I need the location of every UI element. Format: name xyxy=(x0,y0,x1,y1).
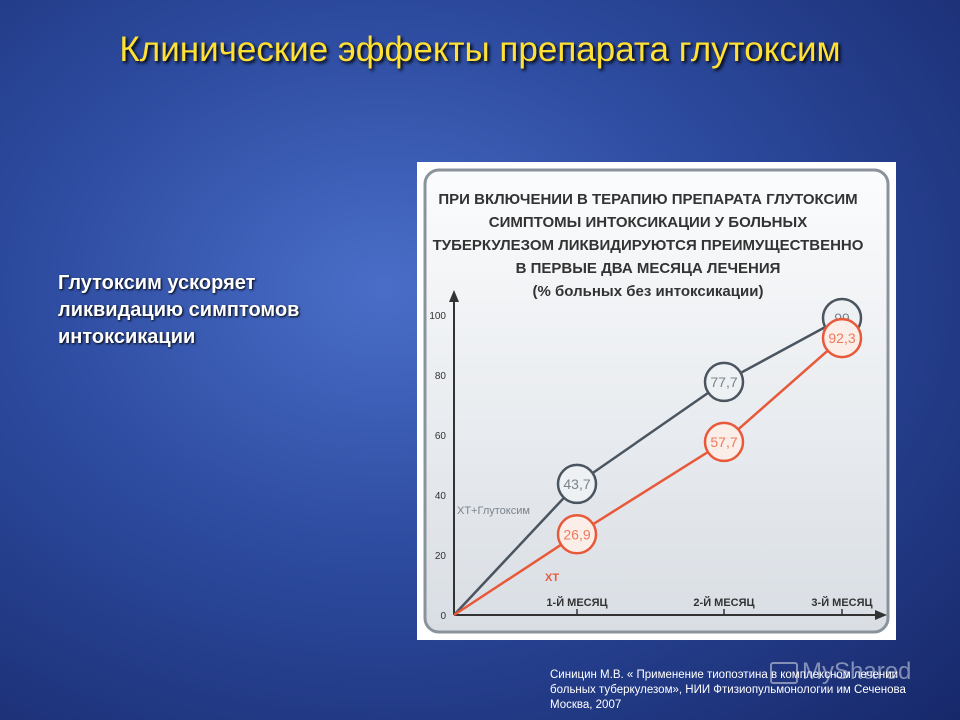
data-label: 77,7 xyxy=(710,374,737,390)
y-tick-label: 40 xyxy=(435,491,447,502)
chart-figure: ПРИ ВКЛЮЧЕНИИ В ТЕРАПИЮ ПРЕПАРАТА ГЛУТОК… xyxy=(417,162,896,640)
x-tick-label: 2-Й МЕСЯЦ xyxy=(693,596,754,609)
series-line xyxy=(453,337,843,617)
chart-frame xyxy=(423,168,890,634)
data-point xyxy=(821,317,863,359)
bullet-text: Глутоксим ускоряет ликвидацию симптомов … xyxy=(58,272,300,348)
data-point xyxy=(556,463,598,505)
data-label: 43,7 xyxy=(563,476,590,492)
slide-title: Клинические эффекты препарата глутоксим xyxy=(119,30,841,69)
series-name-label: ХТ xyxy=(545,572,559,584)
citation: Синицин М.В. « Применение тиопоэтина в к… xyxy=(550,669,906,711)
presentation-icon xyxy=(770,661,798,684)
chart-title-line: ТУБЕРКУЛЕЗОМ ЛИКВИДИРУЮТСЯ ПРЕИМУЩЕСТВЕН… xyxy=(433,237,864,254)
y-tick-label: 100 xyxy=(429,311,446,322)
data-point xyxy=(556,514,598,555)
data-label: 57,7 xyxy=(710,434,737,450)
series-name-label: ХТ+Глутоксим xyxy=(457,505,530,517)
x-axis-arrow xyxy=(875,610,887,620)
data-label: 92,3 xyxy=(828,330,855,346)
watermark-text: MyShared xyxy=(802,658,912,685)
line-chart: ПРИ ВКЛЮЧЕНИИ В ТЕРАПИЮ ПРЕПАРАТА ГЛУТОК… xyxy=(423,168,890,634)
data-point xyxy=(703,361,745,403)
data-label: 26,9 xyxy=(563,526,590,542)
chart-title-line: ПРИ ВКЛЮЧЕНИИ В ТЕРАПИЮ ПРЕПАРАТА ГЛУТОК… xyxy=(438,191,857,208)
chart-title-line: (% больных без интоксикации) xyxy=(533,283,764,300)
y-axis-arrow xyxy=(449,290,459,302)
x-tick-label: 1-Й МЕСЯЦ xyxy=(546,596,607,609)
y-tick-label: 80 xyxy=(435,371,447,382)
y-tick-label: 60 xyxy=(435,431,447,442)
chart-title-line: СИМПТОМЫ ИНТОКСИКАЦИИ У БОЛЬНЫХ xyxy=(489,214,807,231)
x-tick-label: 3-Й МЕСЯЦ xyxy=(811,596,872,609)
watermark: MyShared xyxy=(770,658,940,686)
y-tick-label: 20 xyxy=(435,551,447,562)
y-tick-label: 0 xyxy=(440,611,446,622)
series-line xyxy=(453,316,843,616)
data-point xyxy=(703,421,745,463)
chart-title-line: В ПЕРВЫЕ ДВА МЕСЯЦА ЛЕЧЕНИЯ xyxy=(516,260,781,277)
